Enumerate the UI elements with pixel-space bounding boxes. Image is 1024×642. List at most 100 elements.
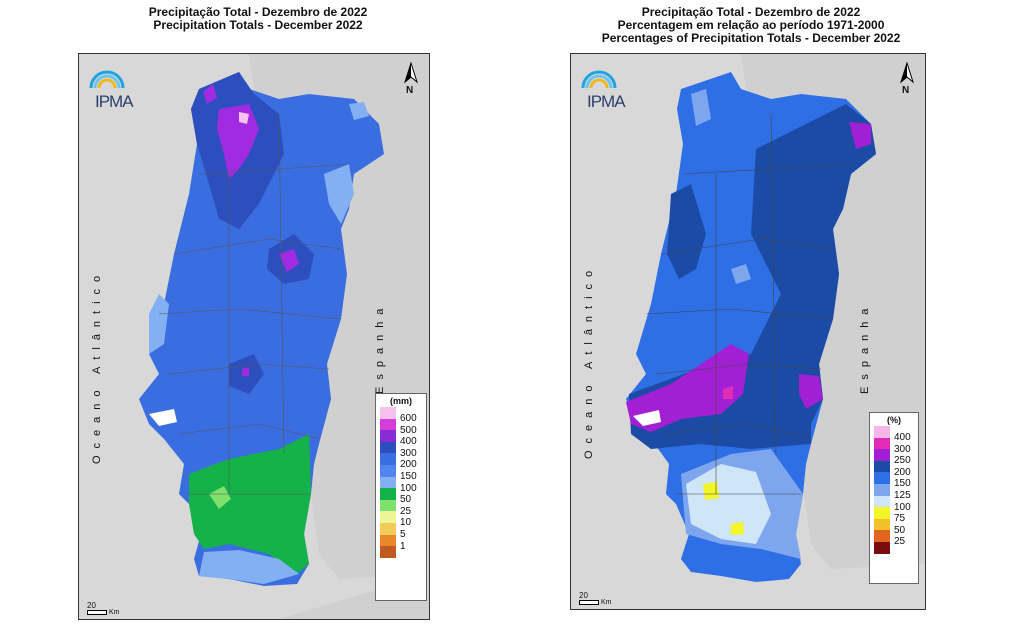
legend-swatch bbox=[380, 441, 396, 454]
ipma-logo: IPMA bbox=[577, 64, 626, 111]
legend-label: 1 bbox=[400, 540, 406, 552]
legend-row: 5 bbox=[376, 522, 426, 540]
precip-zone-coast-light bbox=[149, 294, 169, 354]
precip-zone-mid-purple bbox=[242, 367, 249, 376]
tagus-estuary bbox=[149, 409, 177, 426]
legend-row bbox=[376, 546, 426, 558]
legend-label: 200 bbox=[894, 466, 911, 478]
legend-label: 400 bbox=[894, 432, 911, 443]
legend-label: 5 bbox=[400, 528, 406, 540]
pct-zone-dark-west bbox=[667, 184, 706, 279]
scale-bar: 20 Km bbox=[87, 601, 120, 616]
legend-label: 250 bbox=[894, 455, 911, 467]
legend-row: 1 bbox=[376, 534, 426, 552]
legend-row bbox=[870, 541, 918, 554]
right-title-en: Percentages of Precipitation Totals - De… bbox=[601, 31, 901, 45]
legend-row: 200 bbox=[870, 460, 918, 478]
portugal-land bbox=[139, 72, 384, 586]
legend-swatch bbox=[380, 476, 396, 489]
pct-zone-purple-east bbox=[799, 374, 823, 409]
precip-zone-south-coast-blue bbox=[199, 550, 299, 584]
legend-swatch bbox=[380, 418, 396, 431]
legend-label: 25 bbox=[894, 536, 906, 548]
right-map-svg bbox=[626, 54, 925, 582]
legend-swatch bbox=[874, 530, 890, 542]
legend-swatch bbox=[380, 488, 396, 500]
right-title-ref: Percentagem em relação ao período 1971-2… bbox=[617, 18, 885, 32]
scale-bar-graphic bbox=[579, 600, 599, 605]
left-map-titles: Precipitação Total - Dezembro de 2022 Pr… bbox=[78, 6, 438, 51]
pct-zone-yellow-west bbox=[703, 482, 719, 500]
scale-value: 20 bbox=[87, 601, 96, 610]
spain-label: Espanha bbox=[859, 301, 871, 394]
ocean-label: Oceano Atlântico bbox=[91, 268, 103, 464]
legend-label: 125 bbox=[894, 489, 911, 501]
precipitation-mm-legend: (mm) 600 500 400 300 200 150 100 50 25 10 5 1 bbox=[375, 393, 427, 601]
precip-zone-north-purple bbox=[217, 104, 259, 179]
left-title-en: Precipitation Totals - December 2022 bbox=[153, 18, 363, 32]
pct-zone-light-north bbox=[691, 89, 711, 126]
ocean-label: Oceano Atlântico bbox=[583, 263, 595, 459]
legend-label: 50 bbox=[894, 524, 906, 536]
precip-zone-north-pink bbox=[239, 112, 249, 124]
legend-label: 100 bbox=[894, 501, 911, 513]
legend-label: 25 bbox=[400, 505, 412, 517]
legend-row: 150 bbox=[870, 472, 918, 489]
legend-label: 150 bbox=[400, 470, 417, 482]
legend-swatch bbox=[874, 472, 890, 484]
precipitation-total-map-panel: Precipitação Total - Dezembro de 2022 Pr… bbox=[78, 6, 438, 620]
legend-row: 250 bbox=[870, 449, 918, 466]
legend-swatch bbox=[380, 464, 396, 477]
north-arrow-icon bbox=[900, 62, 914, 84]
legend-row: 25 bbox=[870, 530, 918, 547]
precip-zone-east-light bbox=[324, 164, 354, 224]
legend-row: 100 bbox=[870, 495, 918, 513]
legend-swatch bbox=[380, 546, 396, 558]
ipma-logo-text: IPMA bbox=[95, 92, 134, 111]
legend-swatch bbox=[380, 453, 396, 465]
legend-label: 50 bbox=[400, 494, 412, 506]
precip-zone-ne-light bbox=[349, 102, 369, 120]
scale-bar-graphic bbox=[87, 610, 107, 615]
legend-row: 300 bbox=[870, 437, 918, 455]
legend-row: 300 bbox=[376, 441, 426, 459]
legend-label: 75 bbox=[894, 513, 906, 525]
north-label: N bbox=[406, 85, 414, 96]
precip-zone-south-lightgreen bbox=[209, 486, 231, 509]
pct-zone-purple-ne bbox=[849, 122, 871, 149]
legend-title: (%) bbox=[887, 415, 901, 425]
legend-row: 50 bbox=[870, 518, 918, 536]
legend-row: 100 bbox=[376, 476, 426, 494]
legend-row: 25 bbox=[376, 499, 426, 517]
right-map-titles: Precipitação Total - Dezembro de 2022 Pe… bbox=[570, 6, 932, 51]
scale-bar: 20 Km bbox=[579, 591, 612, 606]
pct-zone-purple-center bbox=[626, 344, 749, 432]
legend-swatch bbox=[874, 460, 890, 473]
right-map-frame: IPMA N Oceano Atlântico Espanha (%) 400 3… bbox=[570, 53, 926, 610]
scale-unit: Km bbox=[601, 599, 612, 606]
left-map-svg bbox=[139, 54, 429, 619]
percentage-legend: (%) 400 300 250 200 150 125 100 75 50 25 bbox=[869, 412, 919, 584]
legend-row: 10 bbox=[376, 511, 426, 528]
legend-row: 400 bbox=[870, 426, 918, 443]
legend-label: 100 bbox=[400, 482, 417, 494]
legend-swatch bbox=[380, 407, 396, 419]
legend-swatch bbox=[874, 449, 890, 461]
legend-row: 400 bbox=[376, 430, 426, 447]
scale-unit: Km bbox=[109, 609, 120, 616]
legend-swatch bbox=[874, 426, 890, 438]
left-map-frame: IPMA N Oceano Atlântico Espanha (mm) 600… bbox=[78, 53, 430, 620]
legend-row: 600 bbox=[376, 407, 426, 424]
legend-row: 50 bbox=[376, 488, 426, 505]
legend-row: 75 bbox=[870, 507, 918, 524]
left-title-pt: Precipitação Total - Dezembro de 2022 bbox=[148, 5, 368, 19]
legend-swatch bbox=[874, 541, 890, 554]
legend-swatch bbox=[380, 522, 396, 535]
legend-label: 150 bbox=[894, 478, 911, 490]
scale-value: 20 bbox=[579, 591, 588, 600]
legend-swatch bbox=[380, 499, 396, 512]
tagus-estuary bbox=[633, 410, 661, 426]
pct-zone-dark-east bbox=[751, 104, 876, 424]
precip-zone-south-green bbox=[189, 434, 311, 574]
north-arrow: N bbox=[403, 62, 419, 96]
